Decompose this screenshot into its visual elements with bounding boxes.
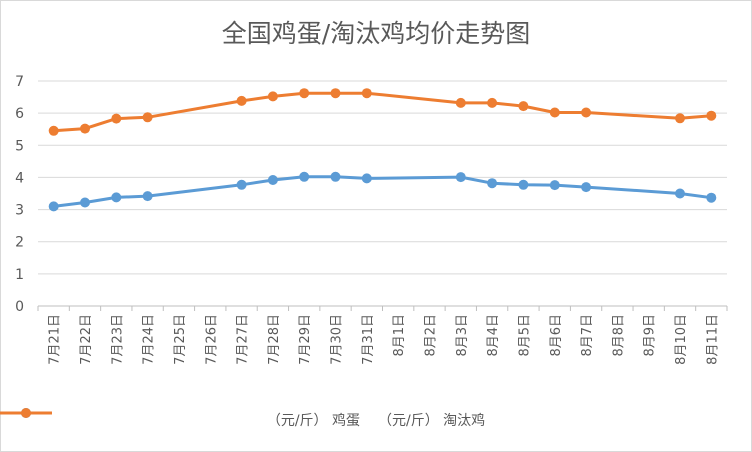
data-point: [549, 107, 560, 118]
x-tick-label: 8月5日: [517, 314, 532, 357]
data-point: [675, 188, 685, 199]
data-point: [518, 179, 529, 190]
data-point: [361, 88, 372, 99]
x-tick-label: 7月27日: [236, 314, 251, 365]
data-point: [330, 171, 341, 182]
legend-label-egg: （元/斤） 鸡蛋: [266, 413, 360, 429]
x-tick-label: 7月26日: [204, 314, 219, 365]
data-point: [299, 171, 310, 182]
data-point: [361, 173, 372, 184]
y-tick-label: 7: [15, 74, 24, 90]
y-tick-label: 5: [15, 138, 24, 154]
x-tick-label: 8月8日: [611, 314, 626, 357]
data-point: [48, 125, 59, 136]
legend-swatch-hen: [0, 408, 52, 418]
x-tick-label: 7月21日: [48, 314, 63, 365]
data-point: [236, 179, 247, 190]
x-tick-label: 8月9日: [643, 314, 658, 357]
series-line-1: [52, 91, 713, 133]
x-tick-label: 7月29日: [298, 314, 313, 365]
x-tick-label: 7月23日: [110, 314, 125, 365]
x-tick-label: 7月31日: [361, 314, 376, 365]
data-point: [267, 91, 278, 102]
x-tick-label: 8月11日: [705, 314, 720, 365]
x-tick-label: 8月10日: [674, 314, 689, 365]
y-tick-label: 1: [15, 267, 24, 283]
data-point: [706, 192, 717, 203]
y-tick-label: 6: [15, 106, 24, 122]
data-point: [675, 113, 685, 124]
data-point: [142, 191, 153, 202]
data-point: [581, 107, 592, 118]
series-line-0: [52, 175, 713, 208]
data-point: [455, 97, 466, 108]
data-point: [706, 110, 717, 121]
legend-item-hen: （元/斤） 淘汰鸡: [0, 408, 486, 430]
data-point: [267, 175, 278, 185]
data-point: [330, 88, 341, 99]
data-point: [549, 180, 560, 191]
x-tick-label: 8月6日: [549, 314, 564, 357]
data-point: [581, 182, 592, 193]
data-point: [48, 201, 59, 212]
x-tick-label: 7月24日: [142, 314, 157, 365]
y-tick-label: 4: [15, 170, 24, 186]
x-tick-label: 7月30日: [330, 314, 345, 365]
x-tick-label: 8月2日: [423, 314, 438, 357]
y-tick-label: 3: [15, 203, 24, 219]
legend-label-hen: （元/斤） 淘汰鸡: [378, 413, 486, 429]
data-point: [236, 95, 247, 106]
x-tick-label: 8月3日: [455, 314, 470, 357]
data-point: [518, 101, 529, 112]
legend-item-egg: （元/斤） 鸡蛋: [0, 408, 360, 430]
x-tick-label: 8月7日: [580, 314, 595, 357]
data-point: [455, 172, 466, 183]
chart-legend: （元/斤） 鸡蛋 （元/斤） 淘汰鸡: [0, 406, 752, 434]
x-tick-label: 8月1日: [392, 314, 407, 357]
y-tick-label: 0: [15, 299, 24, 315]
data-point: [80, 123, 90, 134]
data-point: [487, 178, 498, 189]
x-tick-label: 7月25日: [173, 314, 188, 365]
data-point: [111, 192, 122, 203]
data-point: [142, 112, 153, 123]
y-tick-label: 2: [15, 235, 24, 251]
chart-title: 全国鸡蛋/淘汰鸡均价走势图: [221, 19, 531, 48]
x-tick-label: 7月22日: [79, 314, 94, 365]
data-point: [111, 113, 122, 124]
data-point: [299, 88, 310, 99]
x-tick-label: 7月28日: [267, 314, 282, 365]
data-point: [487, 97, 498, 108]
data-point: [80, 197, 90, 208]
x-tick-label: 8月4日: [486, 314, 501, 357]
